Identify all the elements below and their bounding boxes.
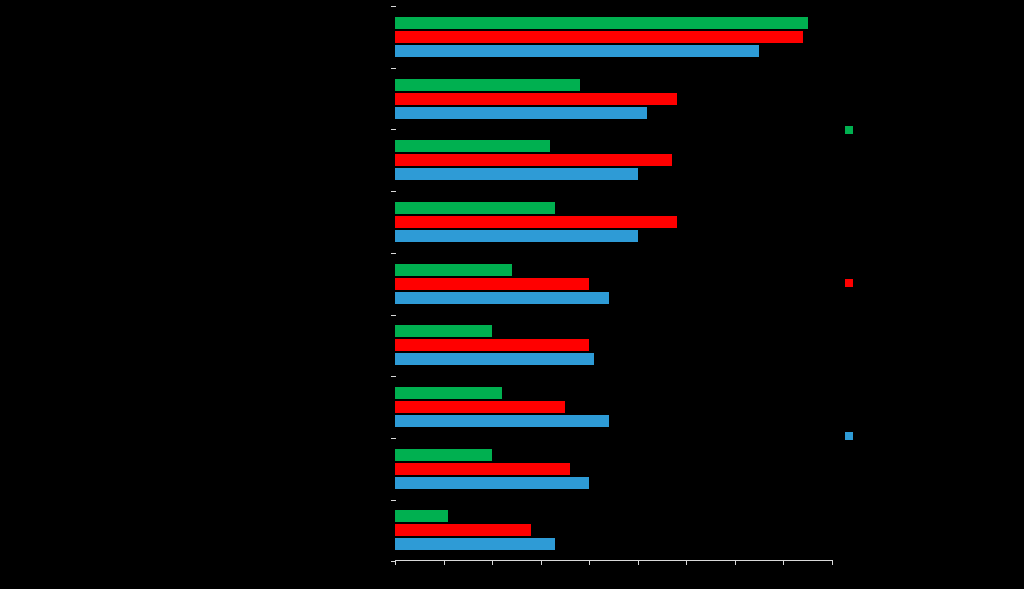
x-tick [735, 560, 736, 565]
bar-series-2 [395, 230, 638, 242]
x-tick [638, 560, 639, 565]
y-tick [391, 253, 396, 254]
y-tick [391, 438, 396, 439]
bar-series-2 [395, 292, 609, 304]
bar-series-1 [395, 463, 570, 475]
x-tick [686, 560, 687, 565]
bar-series-1 [395, 339, 589, 351]
legend-marker-series-1 [845, 279, 853, 287]
x-tick [783, 560, 784, 565]
bar-series-2 [395, 477, 589, 489]
x-tick [832, 560, 833, 565]
bar-series-1 [395, 524, 531, 536]
bar-series-2 [395, 353, 594, 365]
bar-series-2 [395, 45, 759, 57]
bar-series-0 [395, 140, 550, 152]
y-tick [391, 500, 396, 501]
x-axis-line [395, 560, 832, 561]
horizontal-bar-chart [0, 0, 1024, 589]
y-tick [391, 191, 396, 192]
bar-series-1 [395, 278, 589, 290]
y-tick [391, 129, 396, 130]
y-tick [391, 315, 396, 316]
bar-series-0 [395, 510, 448, 522]
x-tick [492, 560, 493, 565]
bar-series-0 [395, 79, 580, 91]
x-tick [589, 560, 590, 565]
bar-series-0 [395, 17, 808, 29]
bar-series-1 [395, 93, 677, 105]
legend-marker-series-2 [845, 432, 853, 440]
bar-series-0 [395, 449, 492, 461]
bar-series-2 [395, 415, 609, 427]
bar-series-2 [395, 168, 638, 180]
bar-series-0 [395, 202, 555, 214]
bar-series-1 [395, 31, 803, 43]
y-tick [391, 6, 396, 7]
y-tick [391, 376, 396, 377]
legend-marker-series-0 [845, 126, 853, 134]
bar-series-1 [395, 154, 672, 166]
y-tick [391, 561, 396, 562]
bar-series-1 [395, 401, 565, 413]
plot-area [395, 6, 832, 561]
x-tick [541, 560, 542, 565]
bar-series-2 [395, 538, 555, 550]
bar-series-0 [395, 325, 492, 337]
y-tick [391, 68, 396, 69]
bar-series-2 [395, 107, 647, 119]
bar-series-0 [395, 264, 512, 276]
bar-series-1 [395, 216, 677, 228]
x-tick [444, 560, 445, 565]
bar-series-0 [395, 387, 502, 399]
